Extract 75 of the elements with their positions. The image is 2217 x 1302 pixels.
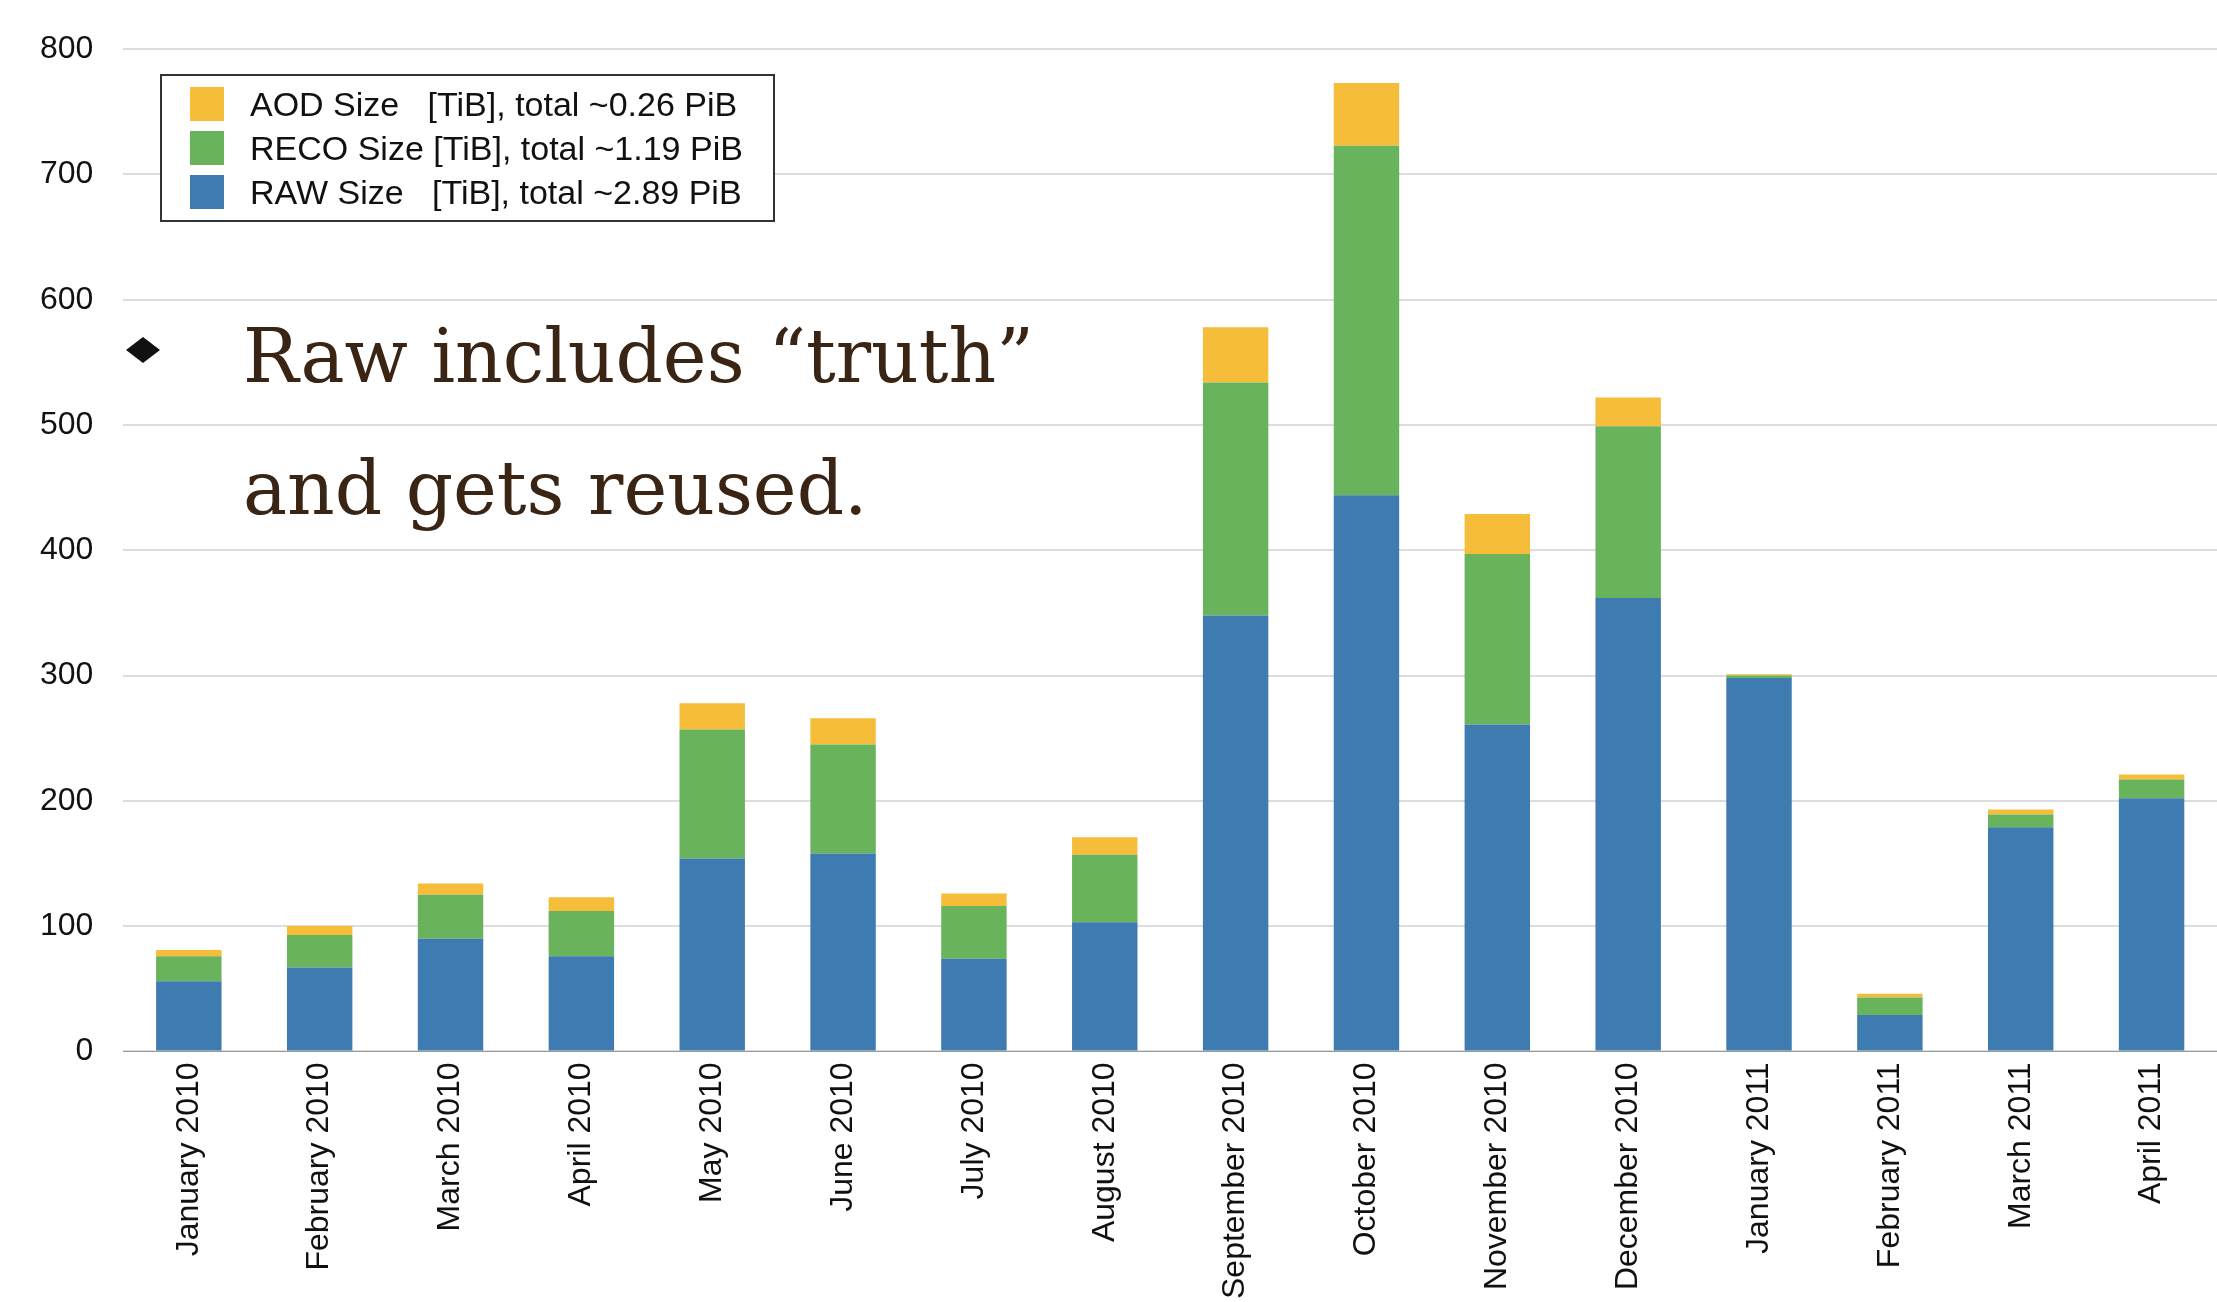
bar: [1595, 426, 1661, 598]
x-tick-label: August 2010: [1084, 1062, 1121, 1243]
bar: [1072, 854, 1138, 923]
x-tick-label: February 2011: [1869, 1062, 1906, 1269]
bar: [1726, 678, 1792, 1051]
bar: [1333, 83, 1400, 146]
bar: [417, 883, 484, 895]
y-tick-label: 700: [40, 154, 94, 191]
y-tick-label: 800: [40, 29, 94, 66]
x-tick-label: July 2010: [953, 1062, 990, 1200]
x-tick-label: February 2010: [299, 1062, 336, 1271]
legend-label: RAW Size [TiB], total ~2.89 PiB: [250, 172, 742, 212]
bar: [1464, 724, 1531, 1051]
bar: [810, 744, 876, 854]
x-tick-label: December 2010: [1608, 1062, 1644, 1291]
bar: [1333, 145, 1400, 496]
x-tick-label: September 2010: [1215, 1062, 1252, 1299]
y-tick-label: 200: [40, 780, 94, 817]
bar: [679, 729, 745, 859]
legend-label: RECO Size [TiB], total ~1.19 PiB: [250, 128, 743, 168]
bar: [1072, 922, 1138, 1051]
x-tick-label: April 2010: [561, 1062, 598, 1207]
bar: [1857, 993, 1923, 998]
x-tick-label: June 2010: [822, 1062, 859, 1212]
bar: [1202, 327, 1269, 383]
bar: [156, 956, 222, 982]
y-tick-label: 400: [40, 530, 94, 567]
x-tick-label: April 2011: [2131, 1062, 2168, 1205]
legend-label: AOD Size [TiB], total ~0.26 PiB: [250, 84, 738, 124]
x-tick-label: March 2011: [2000, 1062, 2037, 1229]
bar: [810, 853, 876, 1051]
bar: [1857, 1015, 1923, 1051]
bar: [1464, 513, 1531, 555]
bar: [1464, 554, 1531, 725]
bar: [941, 958, 1007, 1051]
bar: [1333, 495, 1400, 1051]
bar: [286, 967, 353, 1051]
bar: [156, 981, 222, 1051]
x-tick-label: March 2010: [430, 1062, 467, 1232]
bar: [679, 858, 745, 1051]
x-tick-label: October 2010: [1346, 1062, 1383, 1257]
y-tick-label: 0: [75, 1031, 94, 1068]
bar: [810, 718, 876, 745]
y-tick-label: 100: [40, 905, 94, 942]
bar: [1595, 397, 1661, 427]
bar: [1202, 615, 1269, 1051]
x-tick-label: January 2011: [1738, 1062, 1775, 1254]
x-tick-label: November 2010: [1477, 1062, 1514, 1291]
bar: [1988, 809, 2054, 815]
annotation: Raw includes “truth” and gets reused.: [243, 312, 1035, 533]
x-tick-label: May 2010: [692, 1062, 729, 1203]
bar: [1072, 837, 1138, 855]
bar: [548, 911, 615, 957]
bar: [2118, 774, 2185, 780]
bar: [2118, 779, 2185, 799]
bar: [548, 956, 615, 1051]
bar: [941, 893, 1007, 907]
bar: [286, 934, 353, 968]
bar: [679, 703, 745, 730]
bar: [548, 897, 615, 912]
bar: [1202, 382, 1269, 616]
bar: [1595, 597, 1661, 1051]
bar: [941, 906, 1007, 959]
y-tick-label: 600: [40, 279, 94, 316]
bar: [417, 894, 484, 939]
bar: [156, 949, 222, 957]
bar: [286, 926, 353, 935]
y-tick-label: 300: [40, 655, 94, 692]
bar: [1857, 997, 1923, 1016]
bar: [1988, 814, 2054, 828]
bar: [417, 938, 484, 1051]
bar: [2118, 798, 2185, 1051]
x-tick-label: January 2010: [168, 1062, 205, 1257]
bar: [1988, 827, 2054, 1051]
y-tick-label: 500: [40, 404, 94, 441]
